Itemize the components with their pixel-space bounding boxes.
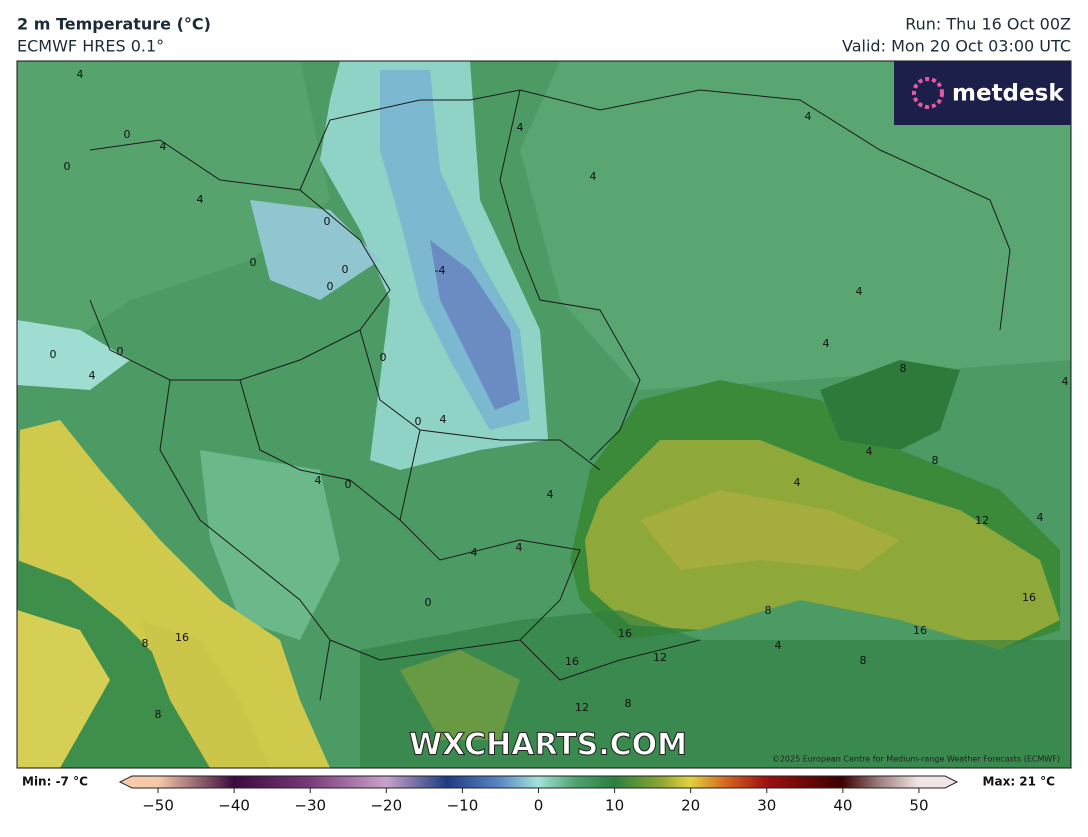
logo: metdesk [894,61,1071,125]
contour-label: 0 [124,128,131,141]
contour-label: 4 [516,541,523,554]
contour-label: 4 [856,285,863,298]
contour-label: 16 [175,631,189,644]
contour-label: 16 [565,655,579,668]
contour-label: 4 [866,445,873,458]
logo-text: metdesk [952,81,1064,107]
contour-label: 16 [618,627,632,640]
contour-label: 8 [900,362,907,375]
colorbar-tick-label: 50 [909,797,928,815]
colorbar-tick-label: −30 [294,797,326,815]
contour-label: 0 [327,280,334,293]
contour-label: 0 [342,263,349,276]
contour-label: 8 [625,697,632,710]
contour-label: 4 [440,413,447,426]
contour-label: 0 [50,348,57,361]
model: ECMWF HRES 0.1° [17,37,164,56]
colorbar-tick-label: −50 [142,797,174,815]
cold-patch [17,320,130,390]
contour-label: 0 [117,345,124,358]
contour-label: 4 [77,68,84,81]
contour-label: 8 [765,604,772,617]
contour-label: 0 [415,415,422,428]
contour-label: 8 [860,654,867,667]
contour-label: 12 [653,651,667,664]
contour-label: 4 [775,639,782,652]
max-label: Max: 21 °C [983,775,1056,789]
run-time: Run: Thu 16 Oct 00Z [905,15,1071,34]
colorbar-tick-label: −40 [218,797,250,815]
contour-label: 8 [155,708,162,721]
tyrrhenian-sea [17,610,110,768]
contour-label: 4 [547,488,554,501]
turkey-greece [360,610,1071,768]
ukraine-field [520,61,1071,390]
min-label: Min: -7 °C [22,775,88,789]
colorbar-tick-label: 40 [833,797,852,815]
contour-label: 0 [380,351,387,364]
ionian-sea [140,620,270,768]
contour-label: -4 [435,264,446,277]
colorbar-strip [118,775,959,789]
contour-label: 4 [590,170,597,183]
colorbar-tick-label: −20 [370,797,402,815]
contour-label: 12 [575,701,589,714]
contour-label: 4 [805,110,812,123]
colorbar: Min: -7 °C Max: 21 °C −50 −40 −30 −20 −10 0 10… [22,775,1055,815]
contour-label: 4 [794,476,801,489]
contour-label: 4 [160,140,167,153]
colorbar-tick-label: 20 [681,797,700,815]
copyright: ©2025 European Centre for Medium-range W… [772,755,1060,764]
contour-label: 0 [345,478,352,491]
cold-patch [250,200,380,300]
contour-label: 16 [913,624,927,637]
colorbar-tick-label: 10 [605,797,624,815]
contour-label: 4 [197,193,204,206]
colorbar-tick-label: 30 [757,797,776,815]
logo-mark [912,77,944,109]
contour-label: 4 [315,474,322,487]
contour-label: 16 [1022,591,1036,604]
contour-label: 4 [471,546,478,559]
contour-label: 0 [425,596,432,609]
valid-time: Valid: Mon 20 Oct 03:00 UTC [842,37,1071,56]
colorbar-tick-label: −10 [447,797,479,815]
contour-label: 4 [823,337,830,350]
borders [89,89,1011,701]
contour-label: 8 [932,454,939,467]
colorbar-tick-label: 0 [534,797,544,815]
contour-label: 12 [975,514,989,527]
logo-box [894,61,1071,125]
contour-label: 0 [324,215,331,228]
central-europe-field [17,61,330,380]
map-frame [16,60,1072,769]
contour-label: 4 [1062,375,1069,388]
contour-label: 4 [89,369,96,382]
coldest-core [430,240,520,410]
azov-sea [820,360,960,450]
black-sea-warm [640,490,900,570]
balkan-hills [200,450,340,640]
contour-label: 8 [142,637,149,650]
contour-label: 0 [64,160,71,173]
title: 2 m Temperature (°C) [17,15,211,34]
contour-label: 4 [517,121,524,134]
contour-label: 0 [250,256,257,269]
watermark: WXCHARTS.COM [409,728,687,763]
contour-label: 4 [1037,511,1044,524]
